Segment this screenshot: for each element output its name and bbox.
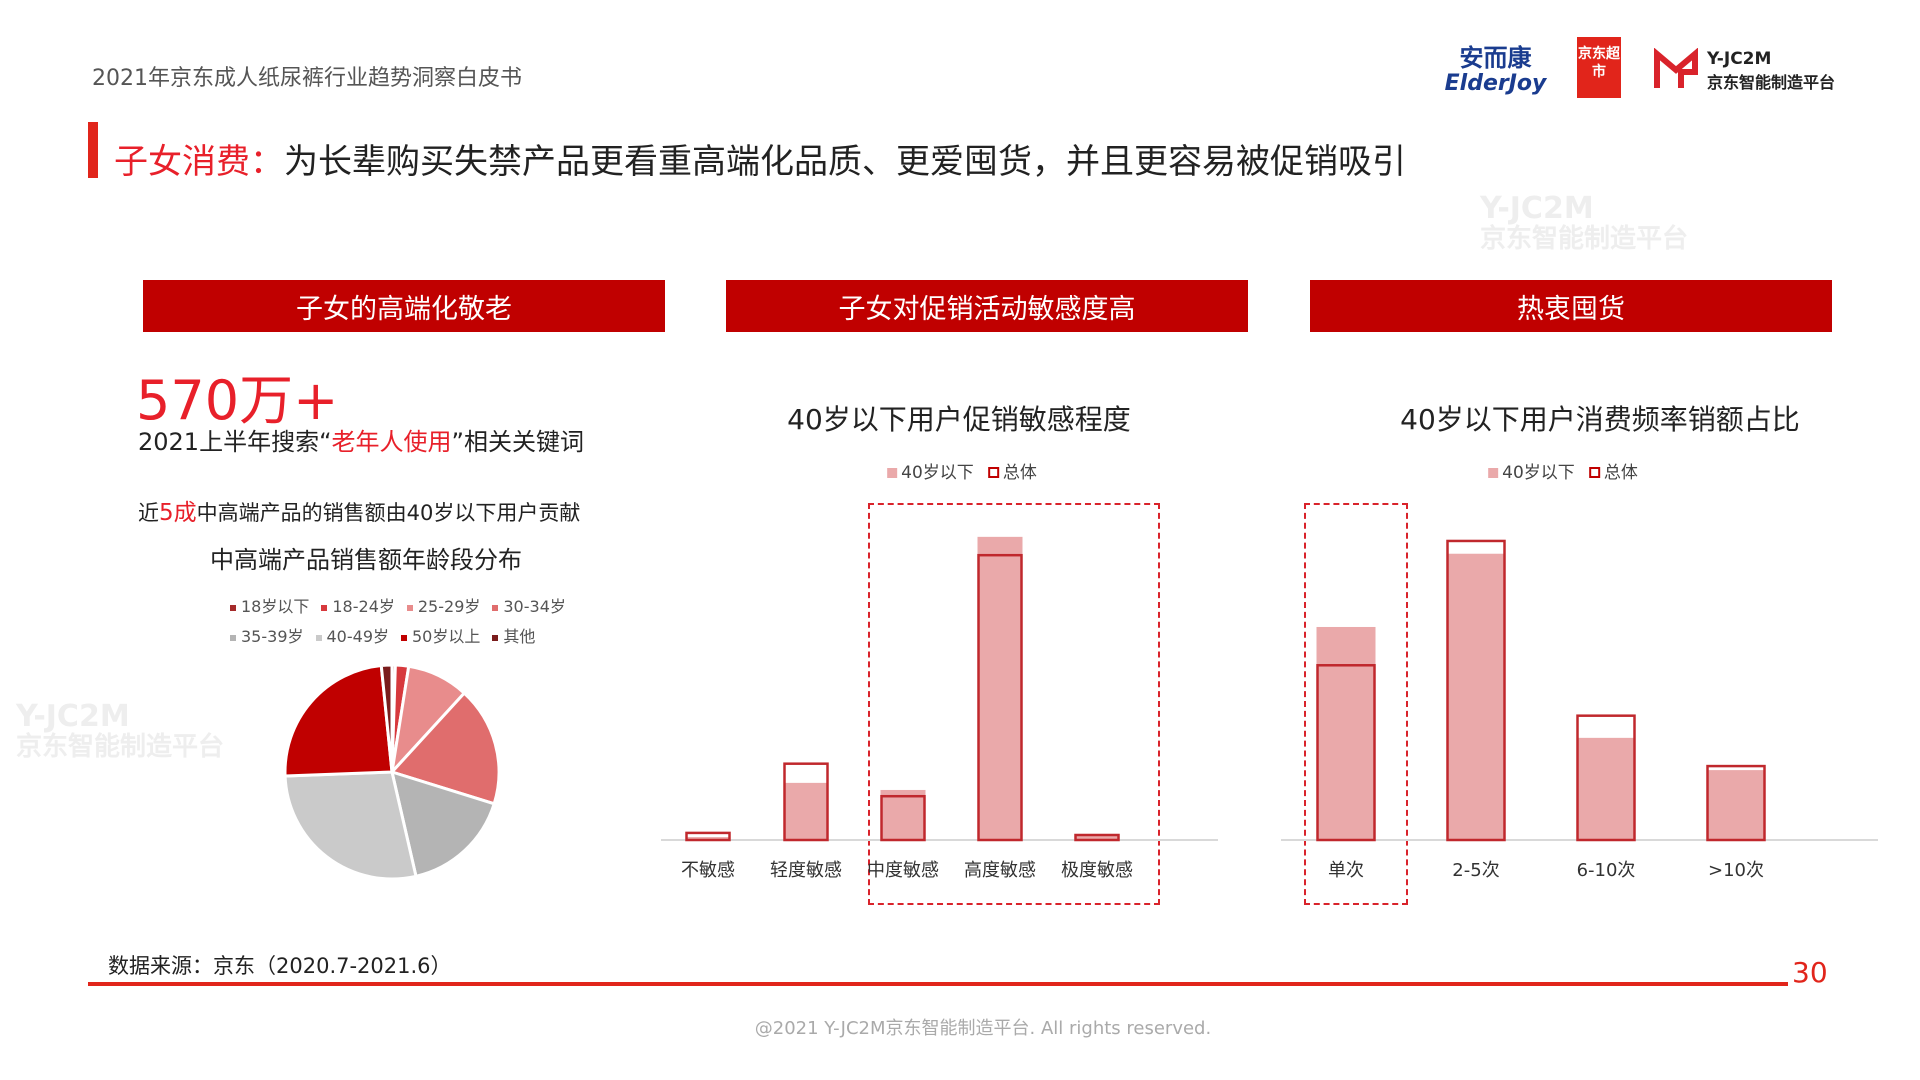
pie-slice-其他 — [379, 663, 394, 773]
bar-total-outline — [783, 762, 829, 842]
title-text: 为长辈购买失禁产品更看重高端化品质、更爱囤货，并且更容易被促销吸引 — [284, 142, 1406, 182]
chart-legend-sensitivity: 40岁以下 总体 — [887, 458, 1037, 483]
elderjoy-cn: 安而康 — [1459, 44, 1532, 72]
page-title: 子女消费：为长辈购买失禁产品更看重高端化品质、更爱囤货，并且更容易被促销吸引 — [114, 134, 1406, 183]
chart-title-sensitivity: 40岁以下用户促销敏感程度 — [787, 403, 1131, 436]
pie-slice-30-34岁 — [389, 690, 501, 806]
section-header-promotion: 子女对促销活动敏感度高 — [726, 280, 1248, 332]
section-header-premium: 子女的高端化敬老 — [143, 280, 665, 332]
x-tick-label: >10次 — [1708, 860, 1764, 881]
pie-legend-item: 40-49岁 — [315, 623, 389, 647]
pie-chart — [283, 663, 501, 881]
yjc2m-logo: Y-JC2M 京东智能制造平台 — [1653, 48, 1835, 94]
bar-total-outline — [1576, 714, 1636, 842]
pie-legend-item: 25-29岁 — [406, 593, 480, 617]
x-tick-label: 高度敏感 — [964, 860, 1036, 881]
chart-legend-frequency: 40岁以下 总体 — [1488, 458, 1638, 483]
pie-legend-item: 18-24岁 — [321, 593, 395, 617]
pie-legend-item: 30-34岁 — [492, 593, 566, 617]
contribution-text: 近5成中高端产品的销售额由40岁以下用户贡献 — [138, 500, 581, 526]
bar-under-40 — [1706, 770, 1766, 840]
pie-legend-row-2: 35-39岁 40-49岁 50岁以上 其他 — [230, 623, 535, 647]
title-accent-bar — [88, 122, 98, 178]
bar-under-40 — [783, 782, 829, 840]
bar-total-outline — [1706, 764, 1766, 842]
watermark: Y-JC2M 京东智能制造平台 — [1480, 191, 1689, 254]
pie-legend-item: 35-39岁 — [230, 623, 304, 647]
jd-market-logo: 京东超市 — [1577, 37, 1621, 98]
report-title: 2021年京东成人纸尿裤行业趋势洞察白皮书 — [92, 66, 522, 91]
pie-legend-item: 其他 — [492, 623, 535, 647]
search-keyword-text: 2021上半年搜索“老年人使用”相关关键词 — [138, 428, 584, 456]
x-tick-label: 轻度敏感 — [770, 860, 842, 881]
bar-under-40 — [1576, 737, 1636, 840]
big-number: 570万+ — [136, 369, 339, 432]
elderjoy-en: ElderJoy — [1444, 71, 1547, 96]
pie-legend-item: 18岁以下 — [230, 593, 309, 617]
section-header-stockpile: 热衷囤货 — [1310, 280, 1832, 332]
watermark: Y-JC2M 京东智能制造平台 — [16, 699, 225, 762]
pie-slice-50岁以上 — [283, 663, 394, 778]
title-highlight: 子女消费： — [114, 142, 284, 182]
bar-total-outline — [1446, 539, 1506, 842]
pie-slice-35-39岁 — [389, 769, 497, 879]
data-source: 数据来源：京东（2020.7-2021.6） — [108, 954, 452, 978]
elderjoy-logo: 安而康 ElderJoy — [1433, 44, 1558, 96]
yjc2m-cn: 京东智能制造平台 — [1707, 73, 1836, 92]
x-tick-label: 中度敏感 — [867, 860, 939, 881]
bar-total-outline — [685, 831, 731, 842]
footer-divider — [88, 982, 1788, 986]
bar-under-40 — [1446, 553, 1506, 840]
x-tick-label: 6-10次 — [1576, 860, 1636, 881]
page-number: 30 — [1792, 956, 1828, 989]
x-tick-label: 不敏感 — [681, 860, 735, 881]
highlight-box-sensitivity — [868, 503, 1160, 905]
pie-legend-item: 50岁以上 — [401, 623, 480, 647]
x-tick-label: 极度敏感 — [1061, 860, 1133, 881]
pie-legend-row-1: 18岁以下 18-24岁 25-29岁 30-34岁 — [230, 593, 566, 617]
pie-title: 中高端产品销售额年龄段分布 — [210, 546, 522, 574]
x-tick-label: 单次 — [1328, 860, 1364, 881]
chart-title-frequency: 40岁以下用户消费频率销额占比 — [1400, 403, 1800, 436]
yjc2m-en: Y-JC2M — [1707, 49, 1772, 69]
highlight-box-frequency — [1304, 503, 1408, 905]
bar-under-40 — [685, 837, 731, 840]
yjc2m-mark-icon — [1654, 48, 1698, 88]
copyright: @2021 Y-JC2M京东智能制造平台. All rights reserve… — [754, 1018, 1212, 1039]
pie-slice-40-49岁 — [283, 770, 418, 881]
x-tick-label: 2-5次 — [1452, 860, 1500, 881]
